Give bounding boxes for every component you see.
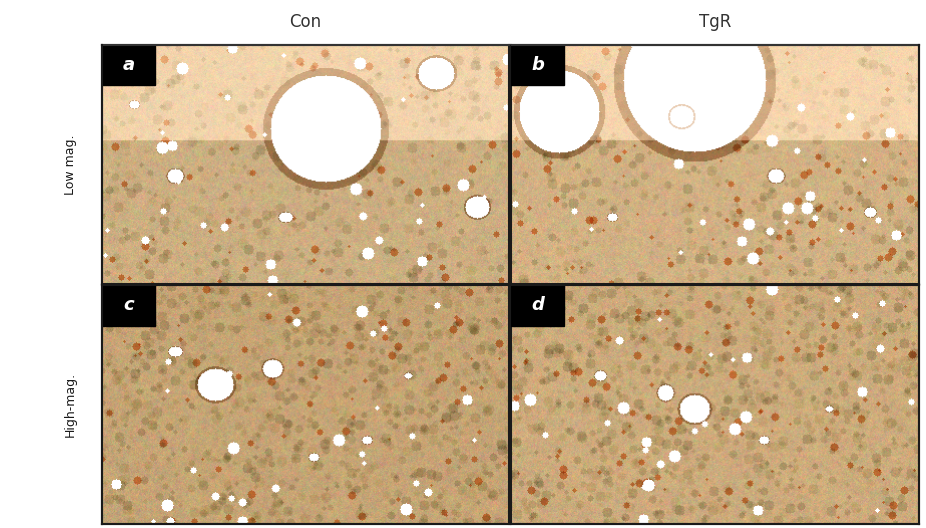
Bar bbox=[511, 45, 564, 86]
Text: High-mag.: High-mag. bbox=[64, 372, 77, 437]
Text: Low mag.: Low mag. bbox=[64, 135, 77, 195]
Text: c: c bbox=[123, 296, 133, 314]
Text: TgR: TgR bbox=[699, 13, 731, 31]
Text: Con: Con bbox=[290, 13, 321, 31]
Bar bbox=[102, 285, 155, 326]
Bar bbox=[511, 285, 564, 326]
Bar bbox=[102, 45, 155, 86]
Text: d: d bbox=[532, 296, 544, 314]
Text: b: b bbox=[532, 56, 544, 74]
Text: a: a bbox=[122, 56, 134, 74]
